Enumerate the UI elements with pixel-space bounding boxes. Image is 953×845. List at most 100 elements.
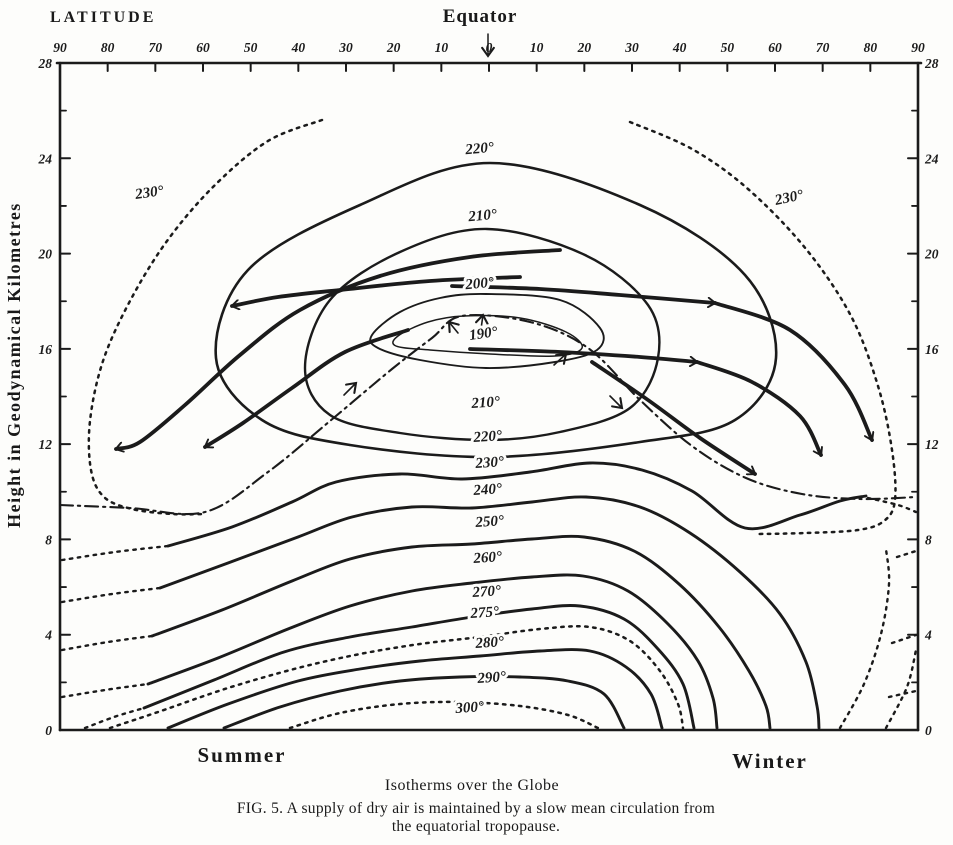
y-tick-label-left: 8 <box>45 532 52 547</box>
y-tick-label-right: 16 <box>925 342 939 357</box>
figure-title: Isotherms over the Globe <box>385 777 559 794</box>
isotherm-270-troposphere <box>142 604 696 730</box>
isotherm-label-300: 300° <box>454 699 485 717</box>
x-tick-label: 40 <box>291 40 306 55</box>
x-tick-label: 10 <box>530 40 544 55</box>
isotherm-label-230: 230° <box>133 183 164 203</box>
isotherm-300-dotted <box>288 700 600 730</box>
streamline-mid-right-b <box>695 360 821 457</box>
isotherm-240-polar-tail-left <box>60 586 162 604</box>
x-tick-label: 40 <box>672 40 687 55</box>
y-tick-label-right: 20 <box>924 247 939 262</box>
isotherm-290-troposphere <box>222 675 626 730</box>
y-tick-label-right: 4 <box>924 628 932 643</box>
isotherm-label-220: 220° <box>472 428 503 446</box>
tropopause-line <box>58 314 919 516</box>
x-tick-label: 50 <box>721 40 735 55</box>
x-tick-label: 90 <box>53 40 67 55</box>
isotherm-280-troposphere <box>166 648 664 730</box>
tropopause-flow-arrow <box>343 381 358 396</box>
y-tick-label-left: 28 <box>38 56 53 71</box>
isotherm-250-polar-tail-left <box>60 634 154 652</box>
isotherm-label-275: 275° <box>469 604 500 622</box>
y-tick-label-left: 0 <box>45 723 52 738</box>
y-tick-label-right: 28 <box>924 56 939 71</box>
y-tick-label-left: 20 <box>38 247 53 262</box>
y-axis-title: Height in Geodynamical Kilometres <box>4 202 24 528</box>
tropopause-flow-arrow <box>553 352 568 366</box>
isotherm-label-250: 250° <box>474 513 505 531</box>
isotherm-polar-hook-right-2 <box>884 648 918 730</box>
isotherm-label-190: 190° <box>468 324 498 344</box>
isotherm-edge-fragment-right-2 <box>890 633 918 645</box>
isotherm-label-220: 220° <box>464 140 495 159</box>
streamline-descending-left-outer <box>116 248 562 449</box>
x-tick-label: 80 <box>864 40 878 55</box>
isotherm-edge-fragment-right-1 <box>895 549 918 559</box>
generated-chart-content: 90 80 70 60 50 40 30 20 10 0 10 20 30 40 50 60 70 80 90 0 0 4… <box>38 33 939 738</box>
tropopause-flow-arrow <box>609 395 624 410</box>
x-tick-label: 50 <box>244 40 258 55</box>
y-tick-label-right: 0 <box>925 723 932 738</box>
isotherm-label-270: 270° <box>471 583 502 601</box>
equator-label: Equator <box>443 6 518 27</box>
isotherm-label-280: 280° <box>474 634 505 652</box>
isotherm-label-240: 240° <box>472 481 503 499</box>
figure-caption-line2: the equatorial tropopause. <box>392 818 560 835</box>
x-tick-label: 90 <box>911 40 925 55</box>
streamline-descending-right-inner <box>590 360 757 476</box>
isotherm-label-230: 230° <box>773 187 805 209</box>
x-tick-label: 10 <box>435 40 449 55</box>
y-tick-label-right: 24 <box>924 151 939 166</box>
x-tick-label: 60 <box>196 40 210 55</box>
isotherm-polar-hook-right-1 <box>838 547 891 730</box>
isotherm-250-troposphere <box>150 534 772 730</box>
isotherm-ring-220 <box>214 161 778 459</box>
tropopause-flow-arrow <box>447 320 460 334</box>
isotherm-240-troposphere <box>158 495 821 730</box>
isotherm-230-polar-tail-left <box>60 544 170 562</box>
isotherm-275-dotted <box>108 624 685 730</box>
y-tick-label-left: 16 <box>39 342 53 357</box>
streamline-descending-left-inner <box>203 328 410 449</box>
isotherm-label-260: 260° <box>472 549 503 567</box>
x-tick-label: 20 <box>386 40 401 55</box>
x-tick-label: 30 <box>338 40 353 55</box>
x-axis-title: LATITUDE <box>50 9 156 26</box>
isotherm-label-210: 210° <box>470 394 501 412</box>
isotherm-label-230: 230° <box>474 454 505 472</box>
y-tick-label-left: 12 <box>39 437 53 452</box>
figure-caption-line1: FIG. 5. A supply of dry air is maintaine… <box>237 800 715 817</box>
isotherm-230-upper-left <box>87 118 324 516</box>
y-tick-label-left: 24 <box>38 151 53 166</box>
season-label-summer: Summer <box>198 743 287 767</box>
isotherm-ring-200 <box>369 293 605 369</box>
streamline-upper-right-b <box>713 301 872 442</box>
tropopause-flow-arrow <box>475 313 489 330</box>
y-tick-label-right: 8 <box>925 532 932 547</box>
isotherm-label-210: 210° <box>467 207 498 226</box>
streamline-upper-right-a <box>450 284 715 303</box>
isotherm-230-polar-tail-right <box>866 496 918 514</box>
isotherm-230-upper-right <box>628 120 897 536</box>
x-tick-label: 0 <box>486 40 493 55</box>
x-tick-label: 60 <box>768 40 782 55</box>
isotherm-edge-fragment-right-3 <box>887 689 918 699</box>
x-tick-label: 20 <box>577 40 592 55</box>
isotherm-230-troposphere <box>166 461 868 548</box>
isotherm-260-troposphere <box>146 573 719 730</box>
isotherm-260-polar-tail-left <box>60 682 150 699</box>
isotherm-label-200: 200° <box>464 275 495 294</box>
isotherm-270-polar-tail-left <box>83 706 146 730</box>
x-tick-label: 80 <box>101 40 115 55</box>
season-label-winter: Winter <box>732 749 808 773</box>
y-tick-label-left: 4 <box>44 628 52 643</box>
streamline-mid-right-a <box>468 347 697 362</box>
x-tick-label: 70 <box>149 40 163 55</box>
x-tick-label: 70 <box>816 40 830 55</box>
x-tick-label: 30 <box>624 40 639 55</box>
isotherm-label-290: 290° <box>476 669 507 687</box>
y-tick-label-right: 12 <box>925 437 939 452</box>
